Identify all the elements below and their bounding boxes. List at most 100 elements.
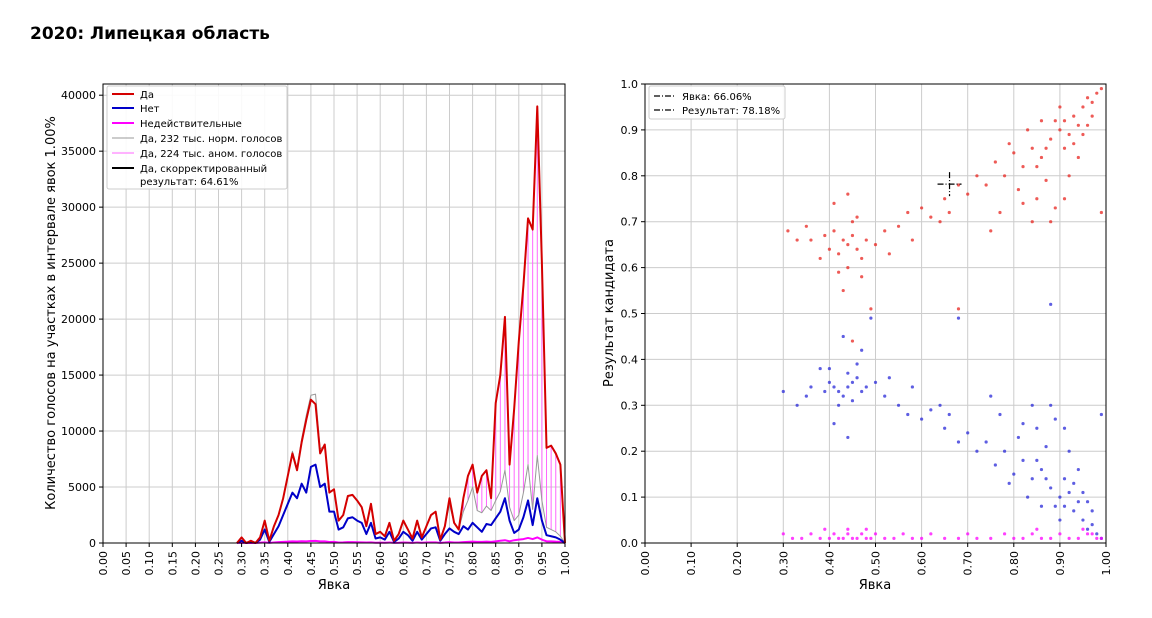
scatter-point [864,385,868,389]
left-y-tick-label: 5000 [68,481,96,494]
scatter-point [966,431,970,435]
scatter-point [1007,481,1011,485]
scatter-point [846,527,850,531]
series-line-3 [236,393,566,544]
scatter-point [1062,426,1067,430]
scatter-point [873,532,878,536]
scatter-point [1095,532,1099,536]
scatter-point [938,220,942,224]
scatter-point [1016,187,1021,192]
scatter-point [938,403,942,407]
scatter-point [1030,220,1034,224]
scatter-point [855,247,859,251]
right-legend-box [648,85,786,120]
scatter-point [1030,477,1034,481]
scatter-point [869,316,873,320]
scatter-point [1049,536,1053,541]
scatter-point [827,536,832,541]
scatter-point [781,389,785,394]
scatter-point [1002,174,1007,178]
scatter-point [1076,123,1080,127]
scatter-point [827,380,832,384]
scatter-point [841,536,845,541]
scatter-point [975,449,979,453]
right-y-tick-label: 0.7 [621,216,639,229]
scatter-point [1039,536,1044,541]
left-legend-label: Да, скорректированный [140,164,267,175]
scatter-point [841,288,845,293]
scatter-point [846,385,850,389]
scatter-point [1049,302,1053,306]
scatter-point [1053,417,1057,421]
scatter-point [1021,536,1025,541]
left-y-tick-label: 0 [89,537,96,550]
scatter-point [1044,445,1048,449]
left-legend-label: Да [140,90,154,101]
scatter-point [1026,495,1030,499]
left-y-ticks: 0 5000 10000 15000 20000 25000 30000 35000 40000 [61,89,103,550]
scatter-point [943,426,947,430]
scatter-point [1058,105,1062,109]
scatter-point [910,385,914,389]
scatter-point [860,348,864,352]
scatter-point [846,435,850,440]
scatter-point [906,210,910,215]
scatter-point [850,339,855,343]
scatter-point [846,192,850,196]
scatter-point [1072,114,1076,118]
right-x-tick-label: 0.90 [1054,551,1067,576]
scatter-point [1021,165,1025,169]
right-y-tick-label: 0.0 [621,537,639,550]
right-x-ticks: 0.00 0.10 0.20 0.30 0.40 0.50 0.60 0.70 0.80 0.90… [639,543,1113,576]
scatter-point [1090,100,1094,104]
scatter-point [869,307,873,311]
scatter-point [850,399,855,403]
scatter-point [984,183,988,187]
scatter-point [1067,536,1071,541]
left-y-tick-label: 15000 [61,369,96,382]
scatter-point [1081,105,1085,109]
right-y-axis-label: Результат кандидата [602,239,617,387]
scatter-point [1012,472,1016,476]
scatter-point [850,233,855,238]
scatter-point [989,229,993,233]
scatter-point [832,532,836,536]
scatter-point [832,422,836,426]
turnout-result-marker [937,172,962,197]
left-x-tick-label: 0.35 [259,551,272,576]
scatter-point [906,412,910,417]
scatter-point [947,412,951,417]
scatter-point [966,192,970,196]
scatter-point [1049,403,1053,407]
scatter-point [998,412,1002,417]
scatter-point [1026,128,1030,132]
scatter-point [850,380,855,384]
scatter-point [1090,509,1094,513]
scatter-point [837,270,841,274]
scatter-point [823,527,827,531]
scatter-point [1067,132,1071,137]
scatter-point [809,385,813,389]
scatter-point [837,252,841,256]
scatter-point [1062,504,1067,508]
scatter-point [1030,532,1034,536]
scatter-point [864,238,868,242]
scatter-point [1072,509,1076,513]
scatter-point [804,224,808,228]
left-x-axis-label: Явка [318,578,351,593]
scatter-point [1085,123,1090,127]
right-y-tick-label: 1.0 [621,78,639,91]
scatter-point [1081,490,1085,495]
right-legend-label: Результат: 78.18% [682,106,780,117]
scatter-point [1099,210,1103,215]
scatter-point [1081,518,1085,522]
scatter-point [855,376,859,380]
scatter-point [1016,435,1021,440]
scatter-point [860,275,864,279]
scatter-point [1012,151,1016,155]
scatter-point [1049,486,1053,490]
scatter-point [1067,490,1071,495]
scatter-point [1021,458,1025,462]
scatter-point [1012,536,1016,541]
left-x-tick-label: 0.55 [351,551,364,576]
